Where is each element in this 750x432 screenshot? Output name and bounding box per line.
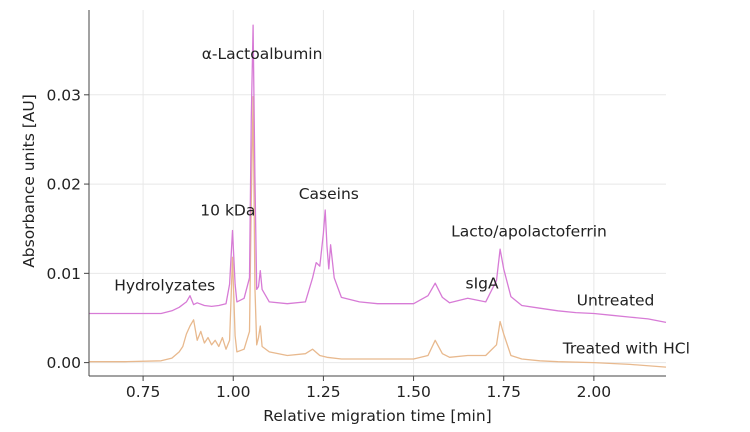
- annotation-lactoalbumin: α-Lactoalbumin: [202, 45, 323, 63]
- series-line-treated-with-hcl: [89, 95, 667, 368]
- grid: [89, 10, 666, 376]
- y-ticks: 0.00 0.01 0.02 0.03: [46, 86, 89, 372]
- annotations: α-Lactoalbumin 10 kDa Caseins Hydrolyzates s…: [114, 45, 690, 358]
- annotation-10-kda: 10 kDa: [200, 201, 255, 219]
- annotation-hydrolyzates: Hydrolyzates: [114, 276, 215, 294]
- annotation-untreated: Untreated: [577, 291, 655, 309]
- y-tick-label-2: 0.02: [46, 176, 81, 194]
- series-group: [89, 24, 667, 368]
- y-axis-title: Absorbance units [AU]: [20, 94, 38, 268]
- annotation-treated-with-hcl: Treated with HCl: [562, 340, 690, 358]
- x-tick-label-5: 2.00: [577, 383, 612, 401]
- x-ticks: 0.75 1.00 1.25 1.50 1.75 2.00: [126, 376, 611, 401]
- x-tick-label-3: 1.50: [396, 383, 431, 401]
- annotation-caseins: Caseins: [299, 185, 359, 203]
- annotation-siga: sIgA: [466, 275, 499, 293]
- axes: [88, 10, 666, 377]
- x-tick-label-2: 1.25: [306, 383, 341, 401]
- y-tick-label-1: 0.01: [46, 265, 81, 283]
- x-tick-label-4: 1.75: [486, 383, 521, 401]
- x-tick-label-0: 0.75: [126, 383, 161, 401]
- series-line-untreated: [89, 24, 667, 324]
- x-axis-title: Relative migration time [min]: [263, 407, 491, 425]
- y-tick-label-0: 0.00: [46, 354, 81, 372]
- y-tick-label-3: 0.03: [46, 86, 81, 104]
- annotation-lacto-apolactoferrin: Lacto/apolactoferrin: [451, 223, 607, 241]
- x-tick-label-1: 1.00: [216, 383, 251, 401]
